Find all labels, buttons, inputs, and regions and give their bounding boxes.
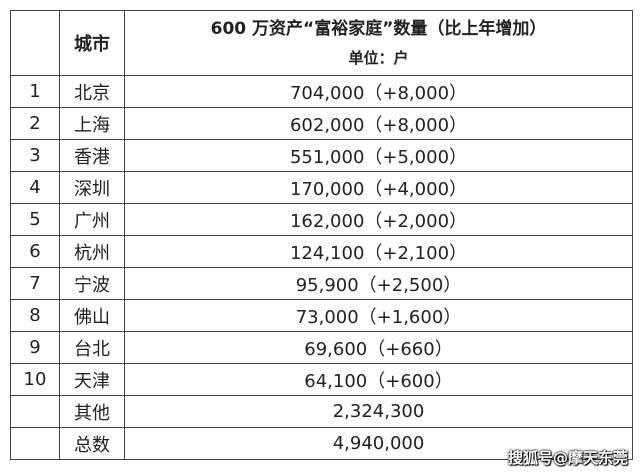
value-cell: 64,100（+600） bbox=[124, 363, 633, 396]
rank-cell bbox=[10, 427, 60, 460]
rank-cell: 10 bbox=[10, 363, 60, 396]
wealthy-households-table: 城市 600 万资产“富裕家庭”数量（比上年增加） 单位：户 1 北京 704,00… bbox=[10, 10, 633, 460]
unit-label: 单位：户 bbox=[348, 49, 409, 67]
city-cell: 宁波 bbox=[59, 267, 125, 300]
city-header: 城市 bbox=[59, 10, 125, 76]
value-cell: 162,000（+2,000） bbox=[124, 203, 633, 236]
city-cell: 其他 bbox=[59, 395, 125, 428]
header-row: 城市 600 万资产“富裕家庭”数量（比上年增加） 单位：户 bbox=[10, 10, 633, 76]
table-title: 600 万资产“富裕家庭”数量（比上年增加） bbox=[210, 19, 547, 39]
city-cell: 广州 bbox=[59, 203, 125, 236]
table-row: 1 北京 704,000（+8,000） bbox=[10, 75, 633, 108]
value-cell: 124,100（+2,100） bbox=[124, 235, 633, 268]
value-cell: 170,000（+4,000） bbox=[124, 171, 633, 204]
rank-cell bbox=[10, 395, 60, 428]
value-cell: 73,000（+1,600） bbox=[124, 299, 633, 332]
table-row: 4 深圳 170,000（+4,000） bbox=[10, 171, 633, 204]
table-row: 2 上海 602,000（+8,000） bbox=[10, 107, 633, 140]
rank-cell: 1 bbox=[10, 75, 60, 108]
rank-cell: 8 bbox=[10, 299, 60, 332]
value-cell: 551,000（+5,000） bbox=[124, 139, 633, 172]
rank-cell: 4 bbox=[10, 171, 60, 204]
value-cell: 95,900（+2,500） bbox=[124, 267, 633, 300]
table-row: 总数 4,940,000 bbox=[10, 427, 633, 460]
city-cell: 佛山 bbox=[59, 299, 125, 332]
table-row: 6 杭州 124,100（+2,100） bbox=[10, 235, 633, 268]
city-cell: 天津 bbox=[59, 363, 125, 396]
city-cell: 台北 bbox=[59, 331, 125, 364]
value-cell: 4,940,000 bbox=[124, 427, 633, 460]
city-cell: 上海 bbox=[59, 107, 125, 140]
city-cell: 深圳 bbox=[59, 171, 125, 204]
rank-header bbox=[10, 10, 60, 76]
table-row: 3 香港 551,000（+5,000） bbox=[10, 139, 633, 172]
value-cell: 602,000（+8,000） bbox=[124, 107, 633, 140]
rank-cell: 5 bbox=[10, 203, 60, 236]
rank-cell: 3 bbox=[10, 139, 60, 172]
table-row: 5 广州 162,000（+2,000） bbox=[10, 203, 633, 236]
rank-cell: 2 bbox=[10, 107, 60, 140]
city-cell: 杭州 bbox=[59, 235, 125, 268]
table-row: 其他 2,324,300 bbox=[10, 395, 633, 428]
table-row: 9 台北 69,600（+660） bbox=[10, 331, 633, 364]
table-row: 7 宁波 95,900（+2,500） bbox=[10, 267, 633, 300]
city-cell: 北京 bbox=[59, 75, 125, 108]
watermark: 搜狐号@摩天东莞 bbox=[507, 449, 628, 467]
value-header: 600 万资产“富裕家庭”数量（比上年增加） 单位：户 bbox=[124, 10, 633, 76]
city-cell: 总数 bbox=[59, 427, 125, 460]
rank-cell: 6 bbox=[10, 235, 60, 268]
table-row: 10 天津 64,100（+600） bbox=[10, 363, 633, 396]
value-cell: 704,000（+8,000） bbox=[124, 75, 633, 108]
table-row: 8 佛山 73,000（+1,600） bbox=[10, 299, 633, 332]
value-cell: 69,600（+660） bbox=[124, 331, 633, 364]
rank-cell: 7 bbox=[10, 267, 60, 300]
rank-cell: 9 bbox=[10, 331, 60, 364]
value-cell: 2,324,300 bbox=[124, 395, 633, 428]
city-cell: 香港 bbox=[59, 139, 125, 172]
